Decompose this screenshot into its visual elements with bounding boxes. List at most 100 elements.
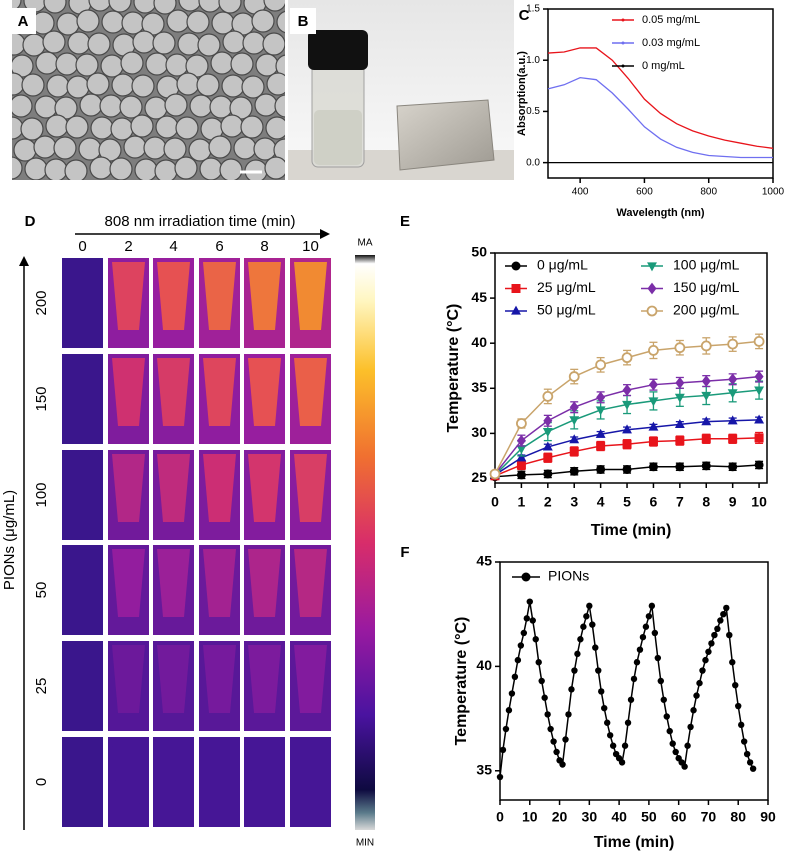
particle [240,115,264,139]
particle [56,12,80,36]
marker [595,667,602,674]
marker [672,748,679,756]
marker [559,761,566,768]
label-box [290,8,316,34]
particle [188,138,212,162]
tube-region [157,454,190,522]
panel-label: F [400,544,409,561]
marker [674,342,686,354]
marker [648,602,656,610]
particle [265,116,285,140]
marker [687,723,694,731]
particle [263,0,285,12]
particle [42,30,66,54]
particle [99,94,123,118]
y-axis-title: Temperature (°C) [453,617,470,746]
row-label: 150 [33,386,50,411]
marker [596,464,606,474]
particle [12,32,26,56]
marker [521,572,531,582]
thermal-cell [62,258,103,348]
marker [583,613,590,620]
particle [199,157,223,180]
legend-label: 25 μg/mL [537,279,596,295]
marker [511,305,521,315]
data-line [547,47,774,149]
marker [569,416,580,426]
particle [13,138,37,162]
particle [64,159,88,180]
particle [154,159,178,180]
particle [76,9,100,33]
particle [43,0,67,14]
particle [134,158,158,180]
panel-label: B [298,13,309,30]
particle [109,157,133,180]
particle [111,73,135,97]
marker [699,667,706,674]
arrow-head [19,256,29,266]
marker [621,18,625,22]
legend-label: 150 μg/mL [673,279,740,295]
sem-image [12,0,285,180]
particle [79,93,103,117]
marker [511,284,521,293]
tube-region [248,549,281,617]
marker [529,617,536,624]
marker [542,441,553,451]
marker [660,696,667,703]
tube-region [248,741,281,809]
y-tick-label: 1.5 [526,4,540,15]
marker [646,305,658,317]
y-tick-label: 45 [471,289,487,305]
marker [648,437,658,447]
particle [164,93,188,117]
tube-region [294,262,327,330]
x-tick-label: 50 [641,809,657,825]
marker [647,262,657,272]
x-tick-label: 90 [760,809,776,825]
marker [523,615,530,622]
particle [12,156,23,180]
particle [189,94,213,118]
particle [34,95,58,119]
tube-region [248,358,281,426]
y-tick-label: 30 [471,424,487,440]
particle [210,51,234,75]
column-label: 2 [124,238,132,255]
tube-region [157,358,190,426]
x-tick-label: 60 [671,809,687,825]
particle [222,30,246,54]
particle [178,0,202,12]
marker [595,359,607,371]
plot-frame [494,252,768,484]
particle [221,74,245,98]
marker [754,433,764,443]
x-tick-label: 2 [544,494,552,510]
particle [208,135,232,159]
marker [542,427,553,437]
marker [517,642,525,649]
marker [532,636,539,643]
particle [186,10,210,34]
marker [696,679,703,687]
marker [690,707,697,714]
marker [580,623,587,630]
particle [12,94,33,118]
row-label: 0 [33,778,50,786]
marker [746,759,754,766]
tube-region [248,262,281,330]
tube-region [203,262,236,330]
thermal-cell [62,450,103,540]
panel-label: D [25,213,36,230]
particle [274,94,285,118]
particle [230,52,254,76]
tube-region [112,454,145,522]
marker [508,690,516,697]
marker [569,434,580,444]
particle [144,96,168,120]
marker [604,719,611,726]
marker [511,673,519,681]
legend-label: 100 μg/mL [673,257,740,273]
marker [648,462,658,472]
